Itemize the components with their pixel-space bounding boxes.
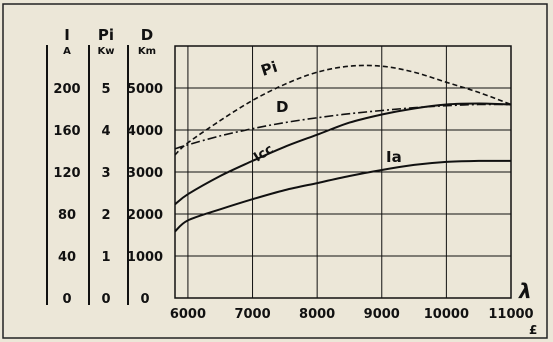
series-label-d: D <box>276 98 288 116</box>
x-axis-label: λ <box>518 279 532 303</box>
axis-tick-label: 3000 <box>127 166 163 181</box>
axis-scales: IA 0 40 80 120 160 200 Pi Kw 0 1 2 3 4 5 D Km 0 1000 2000 30… <box>46 26 163 307</box>
x-tick-label: 11000 <box>488 307 533 322</box>
axis-tick-label: 0 <box>101 292 110 307</box>
axis-tick-label: 40 <box>58 250 76 265</box>
axis-symbol: I <box>64 26 70 44</box>
axis-tick-label: 2000 <box>127 208 163 223</box>
x-axis-ticks: 6000 7000 8000 9000 10000 11000 <box>170 307 534 322</box>
axis-tick-label: 1000 <box>127 250 163 265</box>
series-lines: Pi D Icc Ia <box>174 58 512 233</box>
series-line-ia <box>174 159 512 233</box>
axis-tick-label: 4000 <box>127 124 163 139</box>
series-line-d <box>174 103 512 150</box>
series-label-pi: Pi <box>259 58 280 80</box>
x-tick-label: 7000 <box>234 307 270 322</box>
axis-tick-label: 120 <box>53 166 80 181</box>
series-line-pi <box>174 64 512 156</box>
axis-tick-label: 2 <box>101 208 110 223</box>
axis-unit: Km <box>138 46 156 57</box>
series-label-ia: Ia <box>386 148 402 166</box>
x-tick-label: 10000 <box>424 307 469 322</box>
x-tick-label: 8000 <box>299 307 335 322</box>
footnote-mark: £ <box>529 323 537 337</box>
axis-symbol: Pi <box>98 26 114 44</box>
series-label-icc: Icc <box>251 142 276 165</box>
axis-unit: Kw <box>98 46 115 57</box>
axis-tick-label: 200 <box>53 82 80 97</box>
figure-border <box>2 3 548 339</box>
axis-tick-label: 0 <box>62 292 71 307</box>
axis-unit: A <box>63 46 71 57</box>
series-line-icc <box>174 102 512 206</box>
axis-tick-label: 1 <box>101 250 110 265</box>
axis-tick-label: 3 <box>101 166 110 181</box>
axis-tick-label: 4 <box>101 124 110 139</box>
plot-grid <box>174 45 512 299</box>
axis-tick-label: 5 <box>101 82 110 97</box>
axis-tick-label: 0 <box>140 292 149 307</box>
x-tick-label: 9000 <box>364 307 400 322</box>
axis-tick-label: 80 <box>58 208 76 223</box>
axis-tick-label: 160 <box>53 124 80 139</box>
axis-symbol: D <box>141 26 153 44</box>
x-tick-label: 6000 <box>170 307 206 322</box>
axis-tick-label: 5000 <box>127 82 163 97</box>
